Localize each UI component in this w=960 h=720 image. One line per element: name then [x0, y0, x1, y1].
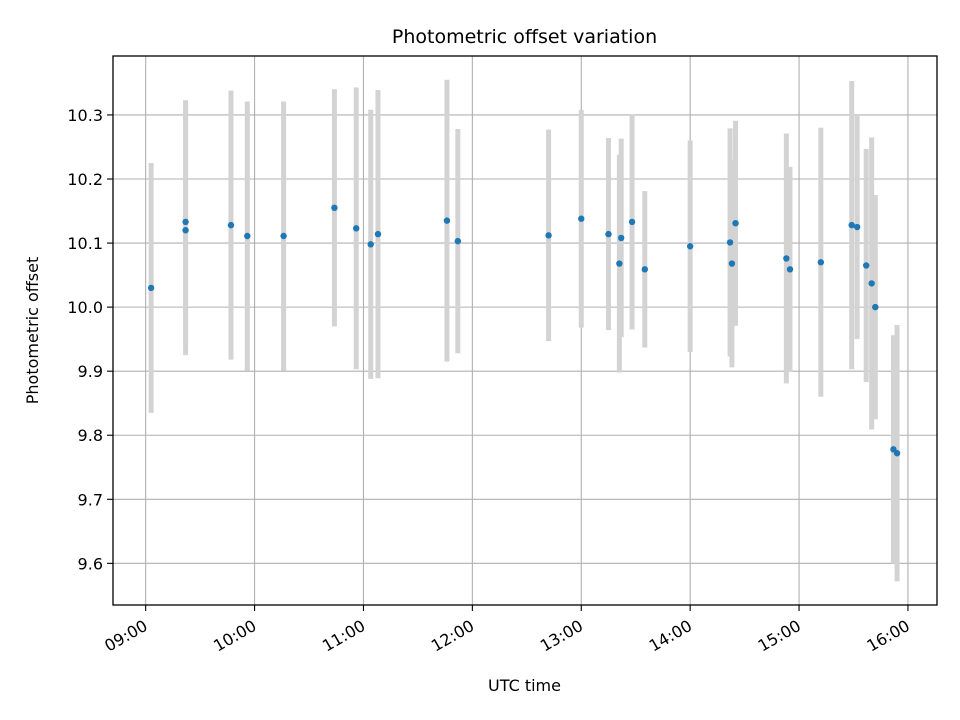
data-point — [848, 221, 855, 229]
y-axis: 9.6 9.7 9.8 9.9 10.0 10.1 10.2 10.3 — [67, 106, 113, 573]
data-point — [605, 230, 612, 238]
data-point — [817, 259, 825, 266]
data-point — [863, 262, 870, 269]
x-tick-label: 16:00 — [864, 616, 913, 656]
grid — [113, 56, 937, 605]
y-tick-label: 9.8 — [78, 426, 103, 445]
data-point — [628, 218, 636, 226]
x-tick-label: 11:00 — [319, 616, 368, 656]
data-point — [872, 303, 879, 311]
y-axis-title: Photometric offset — [23, 257, 42, 405]
data-point — [353, 225, 360, 232]
data-point — [454, 237, 462, 245]
y-tick-label: 10.1 — [67, 234, 103, 253]
data-point — [331, 204, 338, 212]
data-point — [367, 241, 374, 248]
data-point — [147, 284, 155, 292]
data-point — [726, 239, 734, 246]
data-point — [641, 266, 648, 273]
data-point — [616, 260, 623, 267]
error-bars — [148, 79, 900, 582]
x-axis: 09:00 10:00 11:00 12:00 13:00 14:00 15:00 16:00 — [101, 605, 913, 656]
data-point — [443, 217, 451, 224]
data-point — [617, 234, 625, 242]
data-points — [147, 204, 901, 457]
x-tick-label: 10:00 — [210, 616, 259, 656]
data-point — [280, 232, 287, 240]
x-tick-label: 14:00 — [646, 616, 695, 656]
data-point — [728, 260, 736, 267]
data-point — [732, 219, 739, 227]
data-point — [182, 227, 189, 234]
data-point — [686, 243, 694, 250]
plot-frame — [112, 55, 938, 606]
data-point — [244, 232, 251, 240]
x-axis-title: UTC time — [488, 676, 561, 695]
x-tick-label: 09:00 — [101, 616, 150, 656]
y-tick-label: 10.3 — [67, 106, 103, 125]
y-tick-label: 10.0 — [67, 298, 103, 317]
data-point — [893, 449, 901, 457]
data-point — [545, 232, 552, 239]
x-tick-label: 15:00 — [755, 616, 804, 656]
y-tick-label: 9.6 — [78, 554, 103, 573]
y-tick-label: 9.7 — [78, 490, 103, 509]
y-tick-label: 9.9 — [78, 362, 103, 381]
data-point — [578, 215, 585, 222]
data-point — [227, 221, 235, 229]
x-tick-label: 13:00 — [537, 616, 586, 656]
data-point — [182, 218, 189, 226]
x-tick-label: 12:00 — [428, 616, 477, 656]
data-point — [868, 280, 875, 287]
y-tick-label: 10.2 — [67, 170, 103, 189]
data-point — [783, 255, 790, 262]
chart-title: Photometric offset variation — [392, 26, 657, 48]
data-point — [853, 223, 861, 231]
data-point — [786, 266, 794, 273]
data-point — [374, 230, 382, 238]
